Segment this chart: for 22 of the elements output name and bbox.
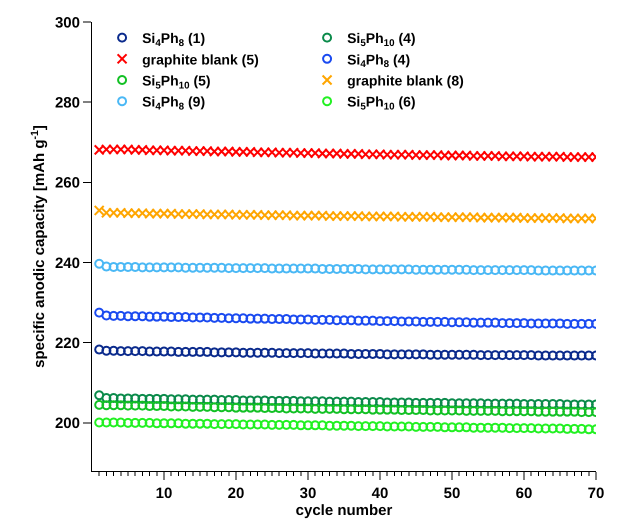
legend-label: graphite blank (5) (142, 51, 259, 68)
x-tick-label: 30 (300, 485, 316, 502)
x-tick-label: 70 (588, 485, 604, 502)
y-tick-label: 280 (54, 94, 80, 112)
x-tick-label: 10 (156, 485, 172, 502)
y-tick-label: 260 (54, 174, 80, 192)
y-tick-label: 200 (54, 415, 80, 432)
legend-label: Si$_{5}$Ph$_{10}$ (6) (347, 94, 416, 113)
x-tick-label: 60 (516, 485, 532, 502)
y-tick-label: 300 (54, 14, 80, 32)
legend-label: Si$_{5}$Ph$_{10}$ (4) (347, 30, 416, 49)
y-tick-label: 220 (54, 334, 80, 352)
legend-label: Si$_{4}$Ph$_{8}$ (1) (142, 30, 206, 49)
legend-label: graphite blank (8) (347, 72, 464, 88)
y-tick-label: 240 (54, 254, 80, 272)
x-tick-label: 40 (372, 485, 388, 502)
legend-label: Si$_{5}$Ph$_{10}$ (5) (142, 72, 211, 92)
x-axis-title: cycle number (296, 502, 393, 519)
legend-label: Si$_{4}$Ph$_{8}$ (4) (347, 51, 410, 70)
x-tick-label: 20 (228, 485, 244, 502)
legend-label: Si$_{4}$Ph$_{8}$ (9) (142, 94, 206, 113)
x-tick-label: 50 (444, 485, 460, 502)
